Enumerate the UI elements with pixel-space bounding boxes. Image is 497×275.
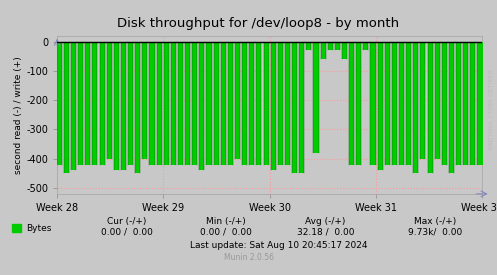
Text: 0.00 /  0.00: 0.00 / 0.00 <box>200 227 252 236</box>
Y-axis label: second read (-) / write (+): second read (-) / write (+) <box>14 56 23 174</box>
Text: 32.18 /  0.00: 32.18 / 0.00 <box>297 227 354 236</box>
Text: 9.73k/  0.00: 9.73k/ 0.00 <box>408 227 462 236</box>
Text: 0.00 /  0.00: 0.00 / 0.00 <box>101 227 153 236</box>
Text: Avg (-/+): Avg (-/+) <box>305 217 346 226</box>
Text: Min (-/+): Min (-/+) <box>206 217 246 226</box>
Text: Bytes: Bytes <box>26 224 51 233</box>
Text: Disk throughput for /dev/loop8 - by month: Disk throughput for /dev/loop8 - by mont… <box>117 16 400 29</box>
Text: Max (-/+): Max (-/+) <box>414 217 456 226</box>
Text: Munin 2.0.56: Munin 2.0.56 <box>224 253 273 262</box>
Text: Last update: Sat Aug 10 20:45:17 2024: Last update: Sat Aug 10 20:45:17 2024 <box>189 241 367 250</box>
Text: Cur (-/+): Cur (-/+) <box>107 217 147 226</box>
Text: RRDTOOL / TOBI OETIKER: RRDTOOL / TOBI OETIKER <box>489 70 494 150</box>
